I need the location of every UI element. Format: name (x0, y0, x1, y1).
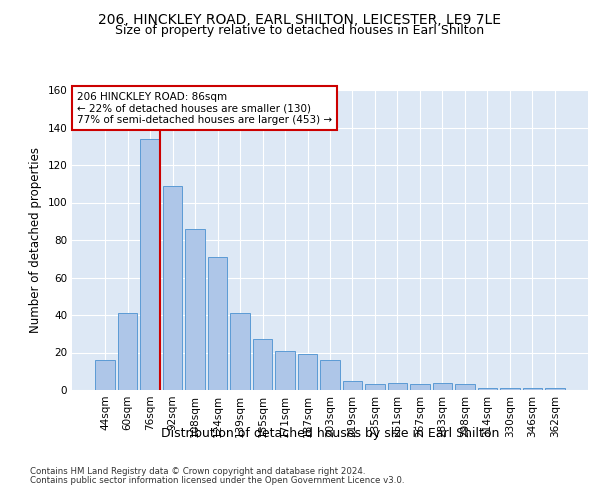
Bar (275, 350, 295, 390)
Bar (208, 257, 227, 390)
Bar (343, 380, 362, 390)
Text: Size of property relative to detached houses in Earl Shilton: Size of property relative to detached ho… (115, 24, 485, 37)
Bar (455, 384, 475, 390)
Bar (230, 313, 250, 390)
Bar (118, 313, 137, 390)
Bar (433, 382, 452, 390)
Text: 206, HINCKLEY ROAD, EARL SHILTON, LEICESTER, LE9 7LE: 206, HINCKLEY ROAD, EARL SHILTON, LEICES… (98, 12, 502, 26)
Bar (185, 229, 205, 390)
Bar (388, 382, 407, 390)
Bar (298, 354, 317, 390)
Bar (140, 138, 160, 390)
Bar (253, 340, 272, 390)
Bar (320, 360, 340, 390)
Bar (545, 388, 565, 390)
Bar (365, 384, 385, 390)
Bar (478, 388, 497, 390)
Y-axis label: Number of detached properties: Number of detached properties (29, 147, 42, 333)
Text: Contains public sector information licensed under the Open Government Licence v3: Contains public sector information licen… (30, 476, 404, 485)
Bar (95, 360, 115, 390)
Text: Distribution of detached houses by size in Earl Shilton: Distribution of detached houses by size … (161, 428, 499, 440)
Bar (410, 384, 430, 390)
Bar (523, 388, 542, 390)
Text: Contains HM Land Registry data © Crown copyright and database right 2024.: Contains HM Land Registry data © Crown c… (30, 468, 365, 476)
Bar (500, 388, 520, 390)
Text: 206 HINCKLEY ROAD: 86sqm
← 22% of detached houses are smaller (130)
77% of semi-: 206 HINCKLEY ROAD: 86sqm ← 22% of detach… (77, 92, 332, 124)
Bar (163, 186, 182, 390)
